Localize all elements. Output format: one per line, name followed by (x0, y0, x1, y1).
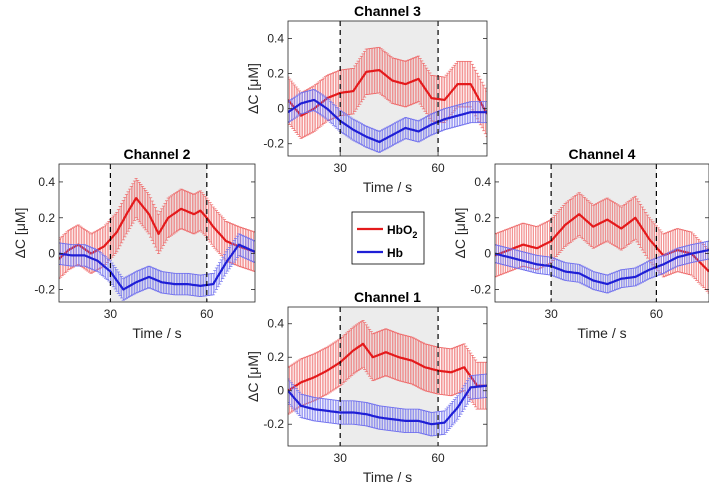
y-tick-label: -0.2 (34, 282, 55, 296)
panel-ch2: -0.2 0 0.2 0.4 30 60 Channel 2 Time / s ΔC [μM] (12, 146, 256, 341)
chart-title: Channel 3 (354, 3, 421, 19)
x-axis-label: Time / s (363, 469, 412, 485)
series-line-hb (59, 243, 255, 291)
y-tick-label: 0.2 (474, 211, 491, 225)
series-line-hbo2 (59, 197, 255, 260)
legend-box (351, 211, 425, 265)
y-tick-label: 0 (277, 102, 284, 116)
series-line-hbo2 (495, 213, 709, 273)
legend: HbO2 Hb (351, 211, 425, 265)
x-tick-label: 60 (650, 307, 664, 321)
plot-area (495, 192, 709, 294)
y-axis-label: ΔC [μM] (452, 208, 468, 259)
axes-frame (494, 163, 709, 303)
x-tick-label: 30 (104, 307, 118, 321)
x-tick-label: 60 (431, 161, 445, 175)
y-tick-label: 0.4 (267, 32, 284, 46)
x-tick-label: 60 (200, 307, 214, 321)
y-tick-label: -0.2 (470, 282, 491, 296)
y-tick-label: 0.4 (267, 317, 284, 331)
legend-label-hbo2: HbO2 (387, 223, 417, 240)
y-tick-label: 0.2 (267, 67, 284, 81)
y-tick-label: 0.4 (474, 175, 491, 189)
legend-label-hb: Hb (387, 246, 403, 260)
y-tick-label: -0.2 (263, 137, 284, 151)
panel-ch3: -0.2 0 0.2 0.4 30 60 Channel 3 Time / s ΔC [μM] (245, 3, 488, 195)
x-tick-label: 30 (334, 451, 348, 465)
panel-ch4: -0.2 0 0.2 0.4 30 60 Channel 4 Time / s ΔC [μM] (452, 146, 709, 341)
chart-title: Channel 1 (354, 289, 421, 305)
series-line-hb (288, 384, 487, 426)
x-tick-label: 30 (334, 161, 348, 175)
x-axis-label: Time / s (132, 325, 181, 341)
chart-title: Channel 4 (569, 146, 636, 162)
x-axis-label: Time / s (363, 179, 412, 195)
chart-title: Channel 2 (124, 146, 191, 162)
x-axis-label: Time / s (577, 325, 626, 341)
y-tick-label: -0.2 (263, 417, 284, 431)
y-tick-label: 0 (48, 247, 55, 261)
y-axis-label: ΔC [μM] (245, 63, 261, 114)
y-tick-label: 0.2 (38, 211, 55, 225)
axes-frame (287, 20, 488, 157)
axes-frame (287, 306, 488, 447)
axes-frame (58, 163, 256, 303)
y-axis-label: ΔC [μM] (12, 208, 28, 259)
series-line-hb (288, 98, 487, 144)
series-line-hb (495, 248, 709, 286)
y-tick-label: 0 (277, 384, 284, 398)
y-tick-label: 0.2 (267, 350, 284, 364)
series-line-hbo2 (288, 342, 487, 392)
x-tick-label: 60 (431, 451, 445, 465)
y-tick-label: 0.4 (38, 175, 55, 189)
x-tick-label: 30 (544, 307, 558, 321)
plot-area (288, 320, 487, 437)
y-tick-label: 0 (484, 247, 491, 261)
y-axis-label: ΔC [μM] (245, 351, 261, 402)
panel-ch1: -0.2 0 0.2 0.4 30 60 Channel 1 Time / s ΔC [μM] (245, 289, 488, 485)
series-line-hbo2 (288, 69, 487, 117)
